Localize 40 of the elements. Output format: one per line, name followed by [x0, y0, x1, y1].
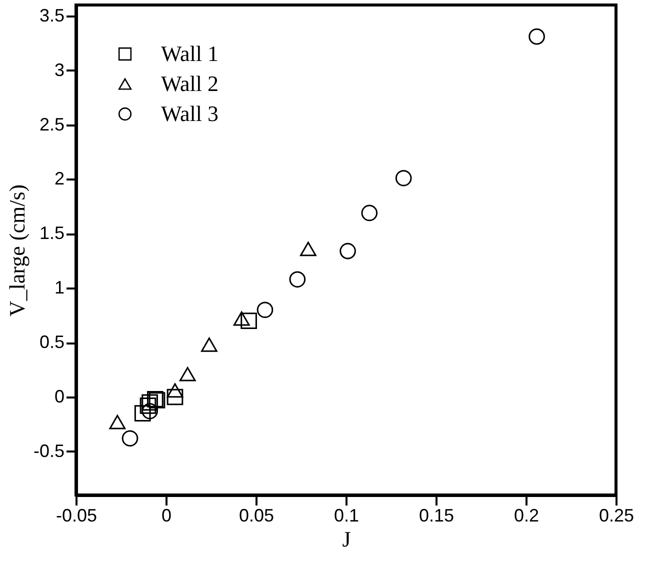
- point: [140, 398, 156, 414]
- point: [142, 403, 158, 420]
- y-tick-label: 2.5: [39, 114, 64, 134]
- x-tick-label: 0.25: [598, 506, 634, 526]
- legend-label: Wall 3: [161, 101, 218, 126]
- point: [395, 170, 412, 186]
- x-tick-label: 0.15: [418, 506, 454, 526]
- x-axis-title: J: [342, 526, 352, 552]
- y-tick-label: 0.5: [39, 332, 64, 352]
- point: [142, 394, 158, 411]
- y-tick-label: 1.5: [39, 223, 64, 244]
- y-tick-label: 2: [54, 168, 64, 189]
- y-tick-label: 1: [54, 278, 64, 298]
- x-tick-label: 0.1: [334, 506, 360, 526]
- x-tick-label: 0.05: [238, 506, 274, 526]
- point: [361, 204, 378, 222]
- y-tick-label: 0: [54, 386, 64, 406]
- point: [300, 242, 316, 256]
- point: [109, 414, 126, 430]
- point: [122, 430, 138, 447]
- x-tick-label: 0: [161, 506, 172, 526]
- y-tick-label: 3.5: [39, 5, 64, 26]
- point: [179, 366, 196, 382]
- legend-label: Wall 2: [161, 71, 218, 96]
- point: [233, 311, 250, 326]
- point: [166, 388, 184, 406]
- point: [340, 242, 356, 260]
- y-tick-label: 3: [54, 60, 64, 80]
- point: [256, 302, 274, 318]
- point: [134, 405, 151, 422]
- point: [166, 383, 184, 398]
- x-tick-label: -0.05: [56, 506, 98, 526]
- y-tick-label: -0.5: [33, 440, 64, 461]
- point: [289, 271, 306, 288]
- legend-label: Wall 1: [161, 41, 218, 66]
- x-tick-label: 0.2: [514, 506, 540, 526]
- point: [240, 312, 257, 329]
- point: [201, 338, 218, 352]
- y-axis-title: V_large (cm/s): [4, 184, 30, 317]
- point: [528, 28, 545, 45]
